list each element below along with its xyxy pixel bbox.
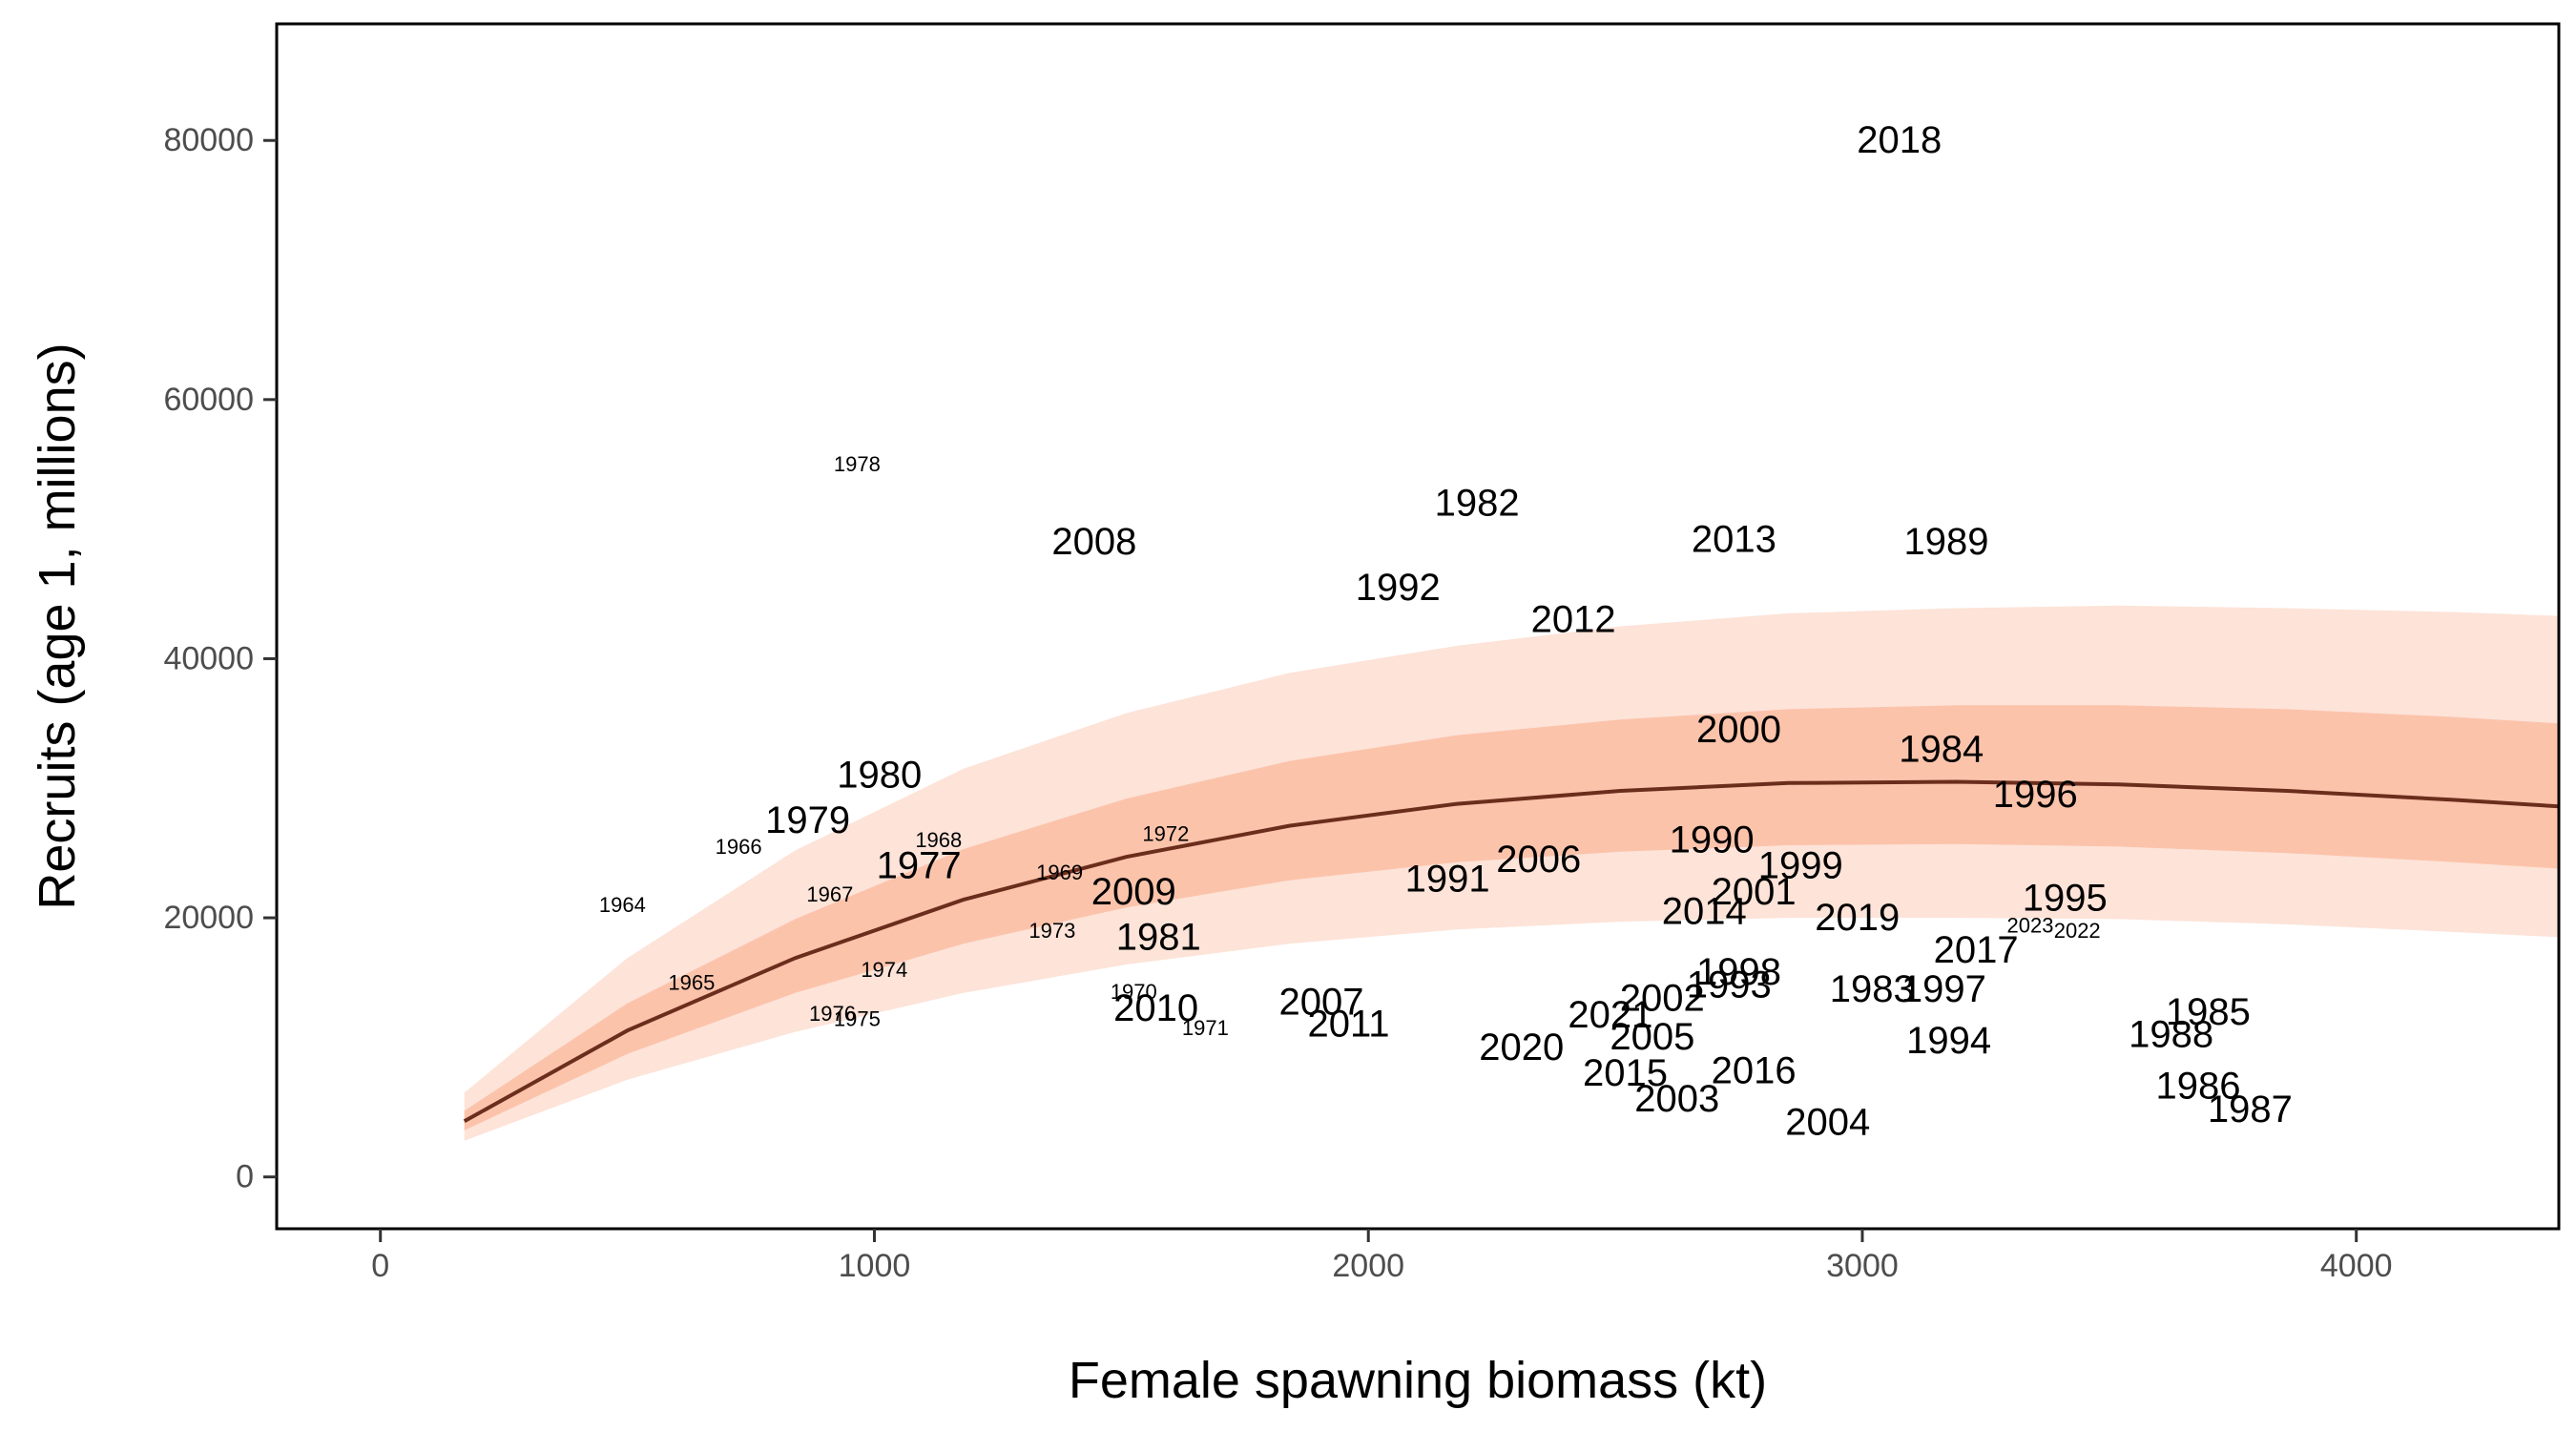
year-label-1983: 1983	[1830, 968, 1915, 1010]
inner-band	[464, 705, 2560, 1130]
year-label-1997: 1997	[1901, 968, 1986, 1010]
x-tick-label-1000: 1000	[839, 1248, 911, 1284]
y-tick-label-20000: 20000	[163, 900, 254, 936]
y-axis: 0 20000 40000 60000 80000	[163, 122, 277, 1195]
year-label-2003: 2003	[1634, 1078, 1719, 1120]
x-axis-title: Female spawning biomass (kt)	[1069, 1352, 1767, 1409]
y-tick-label-40000: 40000	[163, 640, 254, 676]
year-label-2004: 2004	[1785, 1102, 1870, 1144]
year-label-2008: 2008	[1051, 521, 1136, 563]
year-label-2015: 2015	[1583, 1052, 1668, 1094]
year-label-2011: 2011	[1307, 1003, 1389, 1045]
year-label-1971: 1971	[1182, 1016, 1229, 1040]
year-label-1977: 1977	[877, 845, 962, 887]
median-curve-layer	[463, 779, 2560, 1124]
year-label-1981: 1981	[1116, 916, 1201, 958]
x-tick-label-0: 0	[371, 1248, 389, 1284]
year-label-1989: 1989	[1904, 521, 1989, 563]
year-label-1982: 1982	[1435, 483, 1520, 525]
year-label-2018: 2018	[1857, 119, 1942, 161]
year-label-1979: 1979	[765, 799, 850, 841]
median-line	[463, 779, 2560, 1124]
year-label-2017: 2017	[1934, 929, 2019, 971]
year-label-2020: 2020	[1479, 1027, 1564, 1068]
year-label-1964: 1964	[599, 893, 646, 917]
y-axis-title: Recruits (age 1, millions)	[29, 342, 86, 909]
year-label-1968: 1968	[915, 828, 962, 852]
x-tick-label-2000: 2000	[1332, 1248, 1404, 1284]
year-labels: 1964 1965 1966 1967 1968 1969 1970 1971 1972 1973…	[599, 119, 2293, 1143]
year-label-2022: 2022	[2054, 919, 2101, 943]
x-axis: 0 1000 2000 3000 4000	[371, 1229, 2393, 1284]
year-label-1970: 1970	[1111, 980, 1157, 1004]
y-tick-label-0: 0	[236, 1159, 254, 1195]
year-label-2007: 2007	[1279, 981, 1364, 1023]
year-label-1991: 1991	[1405, 858, 1490, 900]
year-label-1966: 1966	[716, 835, 762, 859]
year-label-1972: 1972	[1142, 821, 1189, 845]
year-label-1999: 1999	[1758, 845, 1843, 887]
year-label-1980: 1980	[837, 755, 922, 797]
x-tick-label-3000: 3000	[1826, 1248, 1899, 1284]
year-label-2019: 2019	[1815, 897, 1900, 939]
year-label-1978: 1978	[834, 452, 881, 476]
year-label-1976: 1976	[809, 1002, 856, 1026]
year-label-1998: 1998	[1696, 951, 1781, 993]
y-tick-label-80000: 80000	[163, 122, 254, 158]
year-label-1988: 1988	[2129, 1013, 2213, 1055]
year-label-1965: 1965	[668, 971, 715, 995]
year-label-1994: 1994	[1906, 1020, 1991, 1062]
year-label-2006: 2006	[1496, 839, 1581, 881]
confidence-bands	[464, 605, 2560, 1141]
year-label-2014: 2014	[1662, 890, 1747, 932]
year-label-1967: 1967	[806, 882, 853, 906]
year-label-1987: 1987	[2208, 1089, 2293, 1130]
year-label-1993: 1993	[1687, 964, 1772, 1006]
year-label-1975: 1975	[834, 1007, 881, 1031]
year-label-2013: 2013	[1692, 519, 1776, 561]
x-tick-label-4000: 4000	[2320, 1248, 2393, 1284]
plot-frame	[275, 22, 2561, 1231]
year-label-1985: 1985	[2166, 991, 2251, 1033]
year-label-1990: 1990	[1670, 819, 1755, 861]
year-label-2016: 2016	[1712, 1049, 1797, 1091]
year-label-2009: 2009	[1091, 871, 1176, 913]
year-label-2001: 2001	[1712, 871, 1797, 913]
year-label-1995: 1995	[2023, 878, 2108, 920]
year-label-1973: 1973	[1028, 919, 1075, 943]
year-label-1992: 1992	[1356, 567, 1441, 609]
year-label-1986: 1986	[2156, 1066, 2241, 1108]
year-label-1984: 1984	[1899, 729, 1984, 771]
y-tick-label-60000: 60000	[163, 382, 254, 418]
year-label-2005: 2005	[1610, 1016, 1694, 1058]
year-label-1996: 1996	[1993, 774, 2078, 816]
year-label-2010: 2010	[1113, 987, 1198, 1029]
year-label-1969: 1969	[1036, 861, 1083, 884]
year-label-2012: 2012	[1531, 599, 1616, 641]
year-label-2002: 2002	[1620, 977, 1705, 1019]
year-label-1974: 1974	[861, 958, 907, 982]
year-label-2021: 2021	[1568, 994, 1652, 1036]
year-label-2023: 2023	[2007, 914, 2054, 938]
year-label-2000: 2000	[1696, 709, 1781, 751]
